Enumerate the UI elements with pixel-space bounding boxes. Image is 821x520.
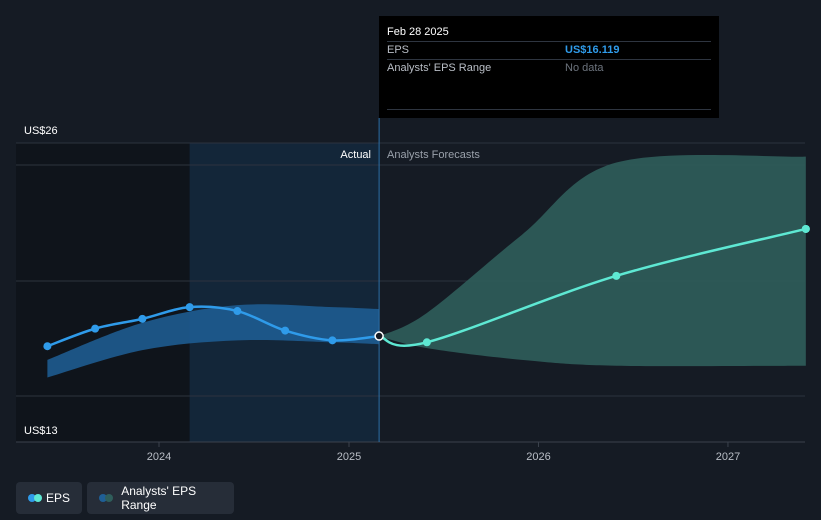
past-range-band <box>47 304 380 378</box>
eps-point[interactable] <box>281 326 290 335</box>
eps-forecast-line <box>378 227 807 347</box>
eps-point[interactable] <box>233 307 242 316</box>
eps-point[interactable] <box>185 303 194 312</box>
x-tick-label: 2024 <box>147 451 171 463</box>
eps-point-selected[interactable] <box>374 331 384 341</box>
tooltip-range-value: No data <box>565 62 604 74</box>
legend-range-button[interactable]: Analysts' EPS Range <box>87 482 234 514</box>
tooltip-range-row: Analysts' EPS Range No data <box>387 59 711 77</box>
legend-eps-label: EPS <box>45 491 70 505</box>
legend-eps-button[interactable]: EPS <box>16 482 82 514</box>
eps-point[interactable] <box>43 342 52 351</box>
x-tick-label: 2026 <box>526 451 550 463</box>
y-tick-label-bottom: US$13 <box>24 425 58 437</box>
actual-label: Actual <box>340 149 371 161</box>
tooltip-date: Feb 28 2025 <box>387 26 449 38</box>
tooltip-divider <box>387 109 711 110</box>
x-tick-label: 2027 <box>716 451 740 463</box>
y-tick-label-top: US$26 <box>24 125 58 137</box>
tooltip-eps-label: EPS <box>387 44 410 56</box>
eps-forecast-point[interactable] <box>612 271 621 280</box>
range-legend-icon <box>99 493 113 503</box>
forecast-label: Analysts Forecasts <box>387 149 480 161</box>
eps-forecast-point[interactable] <box>801 224 810 233</box>
tooltip-eps-row: EPS US$16.119 <box>387 41 711 59</box>
legend-range-label: Analysts' EPS Range <box>121 484 197 512</box>
x-tick-label: 2025 <box>337 451 361 463</box>
eps-point[interactable] <box>328 336 337 345</box>
tooltip: Feb 28 2025 EPS US$16.119 Analysts' EPS … <box>379 16 719 118</box>
tooltip-range-label: Analysts' EPS Range <box>387 62 492 74</box>
tooltip-eps-value: US$16.119 <box>565 44 620 56</box>
eps-forecast-point[interactable] <box>422 338 431 347</box>
eps-legend-icon <box>28 493 42 503</box>
eps-point[interactable] <box>138 314 147 323</box>
eps-point[interactable] <box>91 324 100 333</box>
highlight-region <box>189 143 380 442</box>
forecast-range-band <box>379 155 806 367</box>
